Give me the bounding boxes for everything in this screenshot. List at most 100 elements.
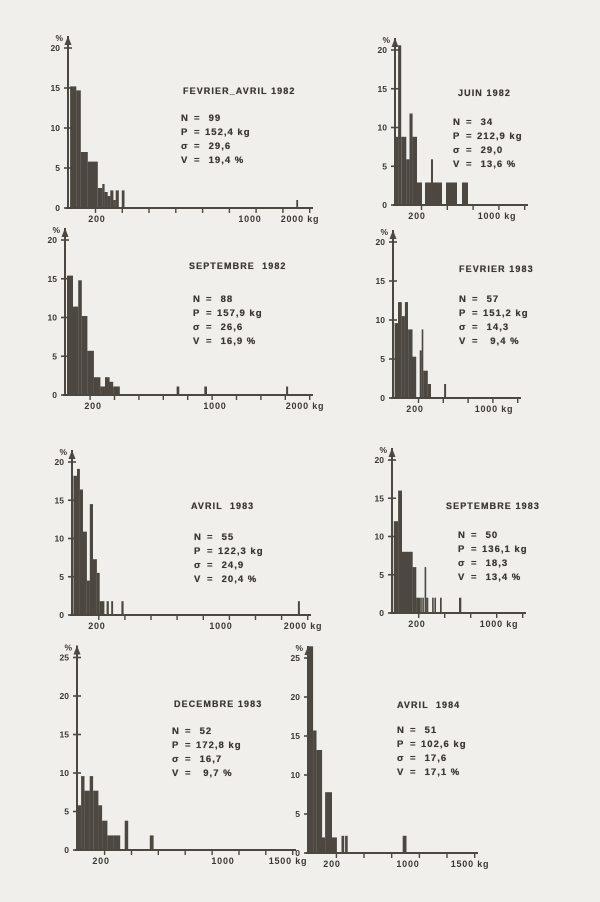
stat-line: P = 136,1 kg — [458, 544, 528, 555]
svg-text:2000 kg: 2000 kg — [281, 214, 320, 224]
svg-text:10: 10 — [375, 532, 385, 542]
svg-text:10: 10 — [376, 315, 386, 325]
stats-block: N = 50 P = 136,1 kg σ = 18,3 V = 13,4 % — [458, 529, 528, 585]
histogram-plot: % 0 5 10 15 20 200 1000 2000 kg — [55, 447, 322, 631]
svg-text:15: 15 — [48, 274, 58, 284]
stat-line: V = 9,7 % — [172, 768, 233, 779]
svg-text:%: % — [52, 225, 60, 235]
stat-line: V = 9,4 % — [459, 336, 520, 347]
stats-block: N = 99 P = 152,4 kg σ = 29,6 V = 19,4 % — [181, 112, 251, 168]
histogram-plot: % 0 5 10 15 20 200 1000 kg — [378, 35, 528, 221]
svg-text:%: % — [295, 643, 303, 653]
svg-text:0: 0 — [295, 848, 300, 858]
chart-title: SEPTEMBRE 1982 — [189, 261, 287, 271]
svg-text:20: 20 — [375, 455, 385, 465]
svg-text:1000: 1000 — [396, 859, 419, 869]
stat-line: N = 51 — [397, 725, 438, 736]
svg-text:0: 0 — [55, 203, 60, 213]
chart-title: JUIN 1982 — [458, 88, 511, 98]
chart-title: FEVRIER_AVRIL 1982 — [183, 86, 296, 96]
svg-text:0: 0 — [382, 200, 387, 210]
svg-text:20: 20 — [60, 691, 70, 701]
svg-text:1000: 1000 — [211, 856, 234, 866]
svg-text:5: 5 — [295, 809, 300, 819]
stats-block: N = 34 P = 212,9 kg σ = 29,0 V = 13,6 % — [453, 116, 523, 172]
svg-text:1000 kg: 1000 kg — [475, 404, 514, 414]
stat-line: σ = 17,6 — [397, 753, 448, 764]
svg-text:200: 200 — [88, 621, 105, 631]
stat-line: V = 17,1 % — [397, 767, 461, 778]
svg-text:25: 25 — [60, 653, 70, 663]
svg-text:20: 20 — [48, 235, 58, 245]
svg-text:1000: 1000 — [238, 214, 261, 224]
svg-text:10: 10 — [378, 123, 388, 133]
chart-title: AVRIL 1984 — [397, 700, 461, 710]
svg-text:1000: 1000 — [203, 401, 226, 411]
svg-text:20: 20 — [51, 43, 61, 53]
svg-text:%: % — [380, 227, 388, 237]
svg-text:1500 kg: 1500 kg — [269, 856, 308, 866]
svg-text:10: 10 — [48, 313, 58, 323]
svg-text:5: 5 — [59, 572, 64, 582]
histogram-plot: % 0 5 10 15 20 200 1000 2000 kg — [51, 33, 320, 224]
stats-block: N = 55 P = 122,3 kg σ = 24,9 V = 20,4 % — [194, 531, 264, 587]
svg-text:0: 0 — [64, 845, 69, 855]
svg-text:%: % — [382, 35, 390, 45]
stat-line: V = 16,9 % — [193, 336, 257, 347]
svg-text:1000: 1000 — [209, 621, 232, 631]
svg-text:0: 0 — [380, 393, 385, 403]
svg-text:200: 200 — [406, 404, 423, 414]
stat-line: N = 34 — [453, 117, 494, 128]
svg-text:15: 15 — [51, 83, 61, 93]
chart-title: SEPTEMBRE 1983 — [446, 501, 540, 511]
stat-line: N = 52 — [172, 726, 213, 737]
svg-text:5: 5 — [55, 163, 60, 173]
svg-text:%: % — [379, 445, 387, 455]
svg-text:%: % — [64, 643, 72, 653]
chart-title: DECEMBRE 1983 — [174, 699, 263, 709]
svg-text:15: 15 — [378, 84, 388, 94]
stats-block: N = 88 P = 157,9 kg σ = 26,6 V = 16,9 % — [193, 293, 263, 349]
svg-text:20: 20 — [376, 237, 386, 247]
svg-text:200: 200 — [88, 214, 105, 224]
stat-line: σ = 18,3 — [458, 558, 509, 569]
svg-text:1000 kg: 1000 kg — [480, 619, 519, 629]
svg-text:15: 15 — [60, 730, 70, 740]
stat-line: P = 102,6 kg — [397, 739, 467, 750]
svg-text:15: 15 — [55, 495, 65, 505]
svg-text:15: 15 — [376, 276, 386, 286]
histogram-plot: % 0 5 10 15 20 200 1000 2000 kg — [48, 225, 325, 411]
svg-text:0: 0 — [52, 390, 57, 400]
svg-text:10: 10 — [60, 768, 70, 778]
stat-line: V = 20,4 % — [194, 574, 258, 585]
chart-title: FEVRIER 1983 — [459, 264, 534, 274]
stat-line: N = 55 — [194, 532, 235, 543]
svg-text:15: 15 — [375, 493, 385, 503]
stat-line: P = 157,9 kg — [193, 308, 263, 319]
svg-text:10: 10 — [51, 123, 61, 133]
svg-text:200: 200 — [408, 619, 425, 629]
histogram-plot: % 0 5 10 15 20 25 200 1000 1500 kg — [291, 643, 489, 869]
svg-text:%: % — [59, 447, 67, 457]
svg-text:5: 5 — [64, 807, 69, 817]
svg-text:5: 5 — [382, 161, 387, 171]
svg-text:0: 0 — [59, 610, 64, 620]
stat-line: σ = 16,7 — [172, 754, 223, 765]
stat-line: σ = 24,9 — [194, 560, 245, 571]
svg-text:5: 5 — [380, 354, 385, 364]
stat-line: N = 57 — [459, 294, 500, 305]
histogram-plot: % 0 5 10 15 20 200 1000 kg — [375, 445, 526, 629]
svg-text:10: 10 — [55, 534, 65, 544]
svg-text:2000 kg: 2000 kg — [286, 401, 325, 411]
stat-line: P = 152,4 kg — [181, 127, 251, 138]
stat-line: σ = 14,3 — [459, 322, 510, 333]
stat-line: N = 99 — [181, 113, 222, 124]
svg-text:5: 5 — [379, 570, 384, 580]
stat-line: P = 151,2 kg — [459, 308, 529, 319]
stat-line: σ = 29,0 — [453, 145, 504, 156]
svg-text:%: % — [55, 33, 63, 43]
stat-line: N = 50 — [458, 530, 499, 541]
svg-text:1000 kg: 1000 kg — [478, 211, 517, 221]
stat-line: V = 13,6 % — [453, 159, 517, 170]
